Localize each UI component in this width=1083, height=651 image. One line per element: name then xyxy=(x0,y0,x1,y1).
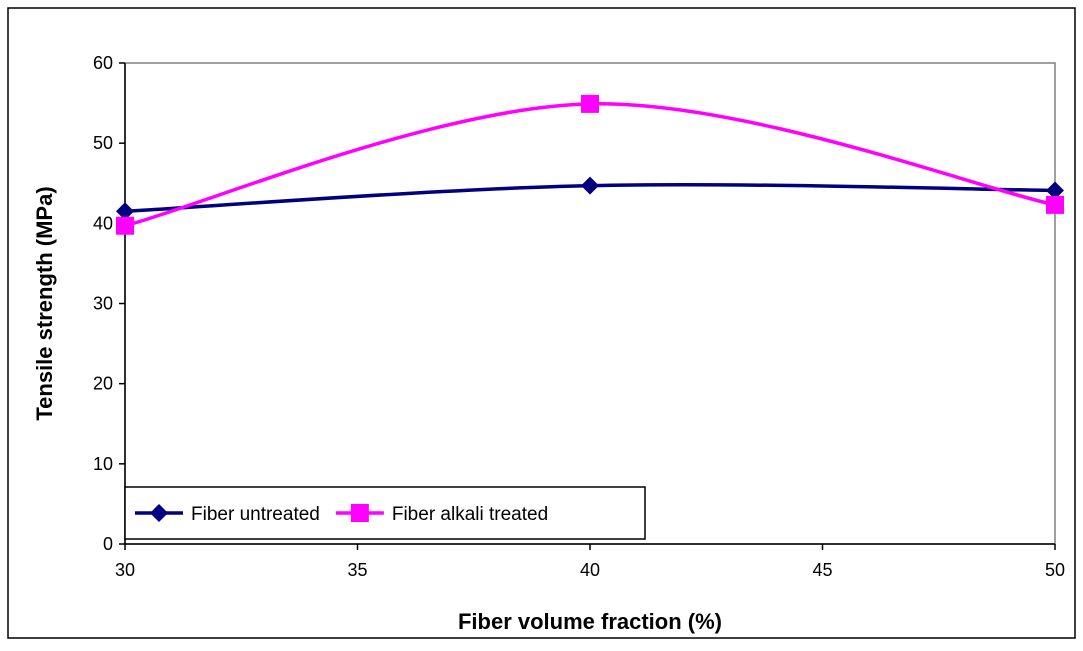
legend-swatch-marker xyxy=(150,504,168,522)
y-tick-label: 40 xyxy=(93,213,113,233)
plot-area xyxy=(124,62,1056,545)
y-tick-label: 50 xyxy=(93,133,113,153)
legend-box xyxy=(124,486,646,540)
x-tick-label: 30 xyxy=(115,560,135,580)
legend-item-2: Fiber alkali treated xyxy=(335,504,548,525)
data-point xyxy=(1046,195,1064,214)
x-tick-label: 35 xyxy=(347,560,367,580)
x-axis-title: Fiber volume fraction (%) xyxy=(458,609,722,634)
legend-label: Fiber untreated xyxy=(191,504,320,525)
y-tick-label: 0 xyxy=(103,534,113,554)
data-point xyxy=(116,202,134,221)
series-layer xyxy=(116,94,1064,235)
legend-label: Fiber alkali treated xyxy=(392,504,548,525)
legend-item-1: Fiber untreated xyxy=(135,504,320,525)
x-tick-label: 50 xyxy=(1045,560,1065,580)
data-point xyxy=(581,176,599,195)
legend-items: Fiber untreated Fiber alkali treated xyxy=(135,504,548,525)
legend-swatch-marker xyxy=(350,504,369,522)
y-axis-title: Tensile strength (MPa) xyxy=(32,186,57,420)
series-2 xyxy=(116,94,1064,235)
y-tick-label: 20 xyxy=(93,374,113,394)
y-tick-label: 30 xyxy=(93,294,113,314)
data-point xyxy=(581,94,599,113)
data-point xyxy=(116,216,134,235)
series-1 xyxy=(116,176,1064,221)
data-point xyxy=(1046,181,1064,200)
x-tick-label: 40 xyxy=(580,560,600,580)
y-tick-label: 60 xyxy=(93,53,113,73)
axes: 0 10 20 30 40 50 60 30 35 40 45 50 xyxy=(93,53,1065,580)
y-tick-label: 10 xyxy=(93,454,113,474)
x-tick-label: 45 xyxy=(812,560,832,580)
legend: Fiber untreated Fiber alkali treated xyxy=(124,486,646,540)
